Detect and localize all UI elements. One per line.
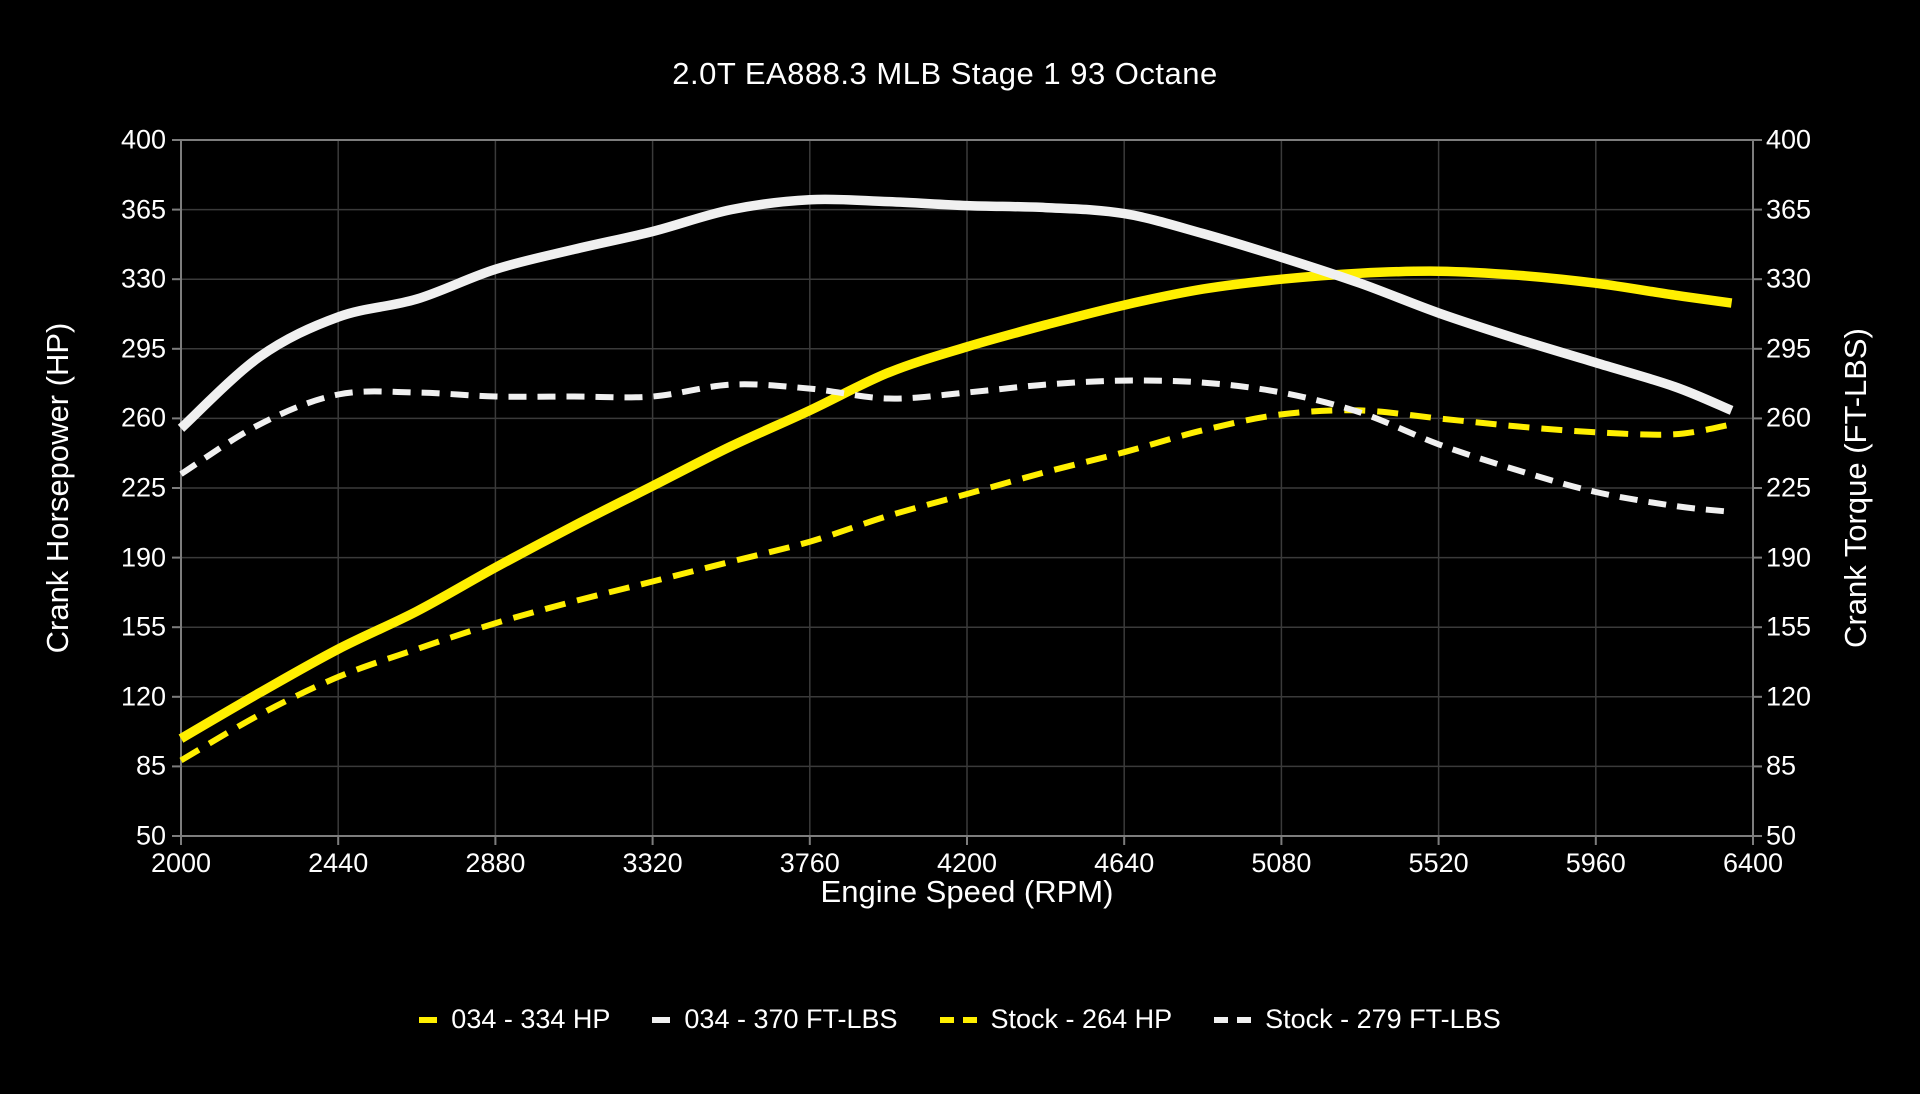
legend-item-stock-torque: Stock - 279 FT-LBS: [1214, 1004, 1501, 1035]
legend-line-segment: [939, 1016, 954, 1023]
right-y-tick-label: 330: [1766, 263, 1812, 294]
series-curve-1: [177, 194, 1734, 432]
legend-label: Stock - 264 HP: [990, 1004, 1173, 1034]
series-curve-2: [179, 407, 1733, 763]
legend-line-segment: [962, 1016, 977, 1023]
x-tick-label: 6400: [1722, 848, 1784, 878]
legend-label: 034 - 370 FT-LBS: [684, 1004, 898, 1034]
x-tick-label: 5520: [1408, 848, 1469, 878]
x-axis-label: Engine Speed (RPM): [820, 874, 1114, 909]
legend-line-segment: [1237, 1016, 1252, 1023]
right-y-tick-label: 50: [1766, 820, 1797, 851]
right-y-tick-label: 155: [1766, 611, 1812, 642]
left-y-tick-label: 85: [135, 750, 166, 781]
left-y-tick-label: 225: [120, 472, 166, 503]
left-y-tick-label: 400: [120, 124, 166, 155]
left-y-axis-label: Crank Horsepower (HP): [40, 322, 75, 654]
x-tick-label: 4640: [1094, 848, 1155, 878]
legend-line-segment: [1214, 1016, 1229, 1023]
left-y-tick-label: 190: [120, 542, 166, 573]
legend-item-stock-hp: Stock - 264 HP: [939, 1004, 1173, 1035]
legend-label: 034 - 334 HP: [451, 1004, 611, 1034]
right-y-tick-label: 400: [1766, 124, 1812, 155]
left-y-tick-label: 260: [120, 402, 166, 433]
legend-swatch-solid-yellow: [419, 1016, 438, 1023]
legend-swatch-dashed-white: [1214, 1016, 1252, 1023]
x-tick-label: 2880: [465, 848, 526, 878]
legend-item-034-torque: 034 - 370 FT-LBS: [652, 1004, 898, 1035]
legend-line-segment: [652, 1016, 671, 1023]
right-y-tick-label: 365: [1766, 194, 1812, 225]
right-y-tick-label: 120: [1766, 681, 1812, 712]
right-y-tick-label: 260: [1766, 402, 1812, 433]
series-curve-0: [178, 266, 1733, 743]
x-tick-label: 5960: [1565, 848, 1626, 878]
x-tick-label: 3760: [779, 848, 840, 878]
x-tick-label: 5080: [1251, 848, 1312, 878]
left-y-tick-label: 120: [120, 681, 166, 712]
legend-line-segment: [419, 1016, 438, 1023]
legend-label: Stock - 279 FT-LBS: [1265, 1004, 1501, 1034]
left-y-tick-label: 50: [135, 820, 166, 851]
right-y-tick-label: 85: [1766, 750, 1797, 781]
x-tick-label: 2440: [308, 848, 369, 878]
x-tick-label: 3320: [622, 848, 683, 878]
left-y-tick-label: 295: [120, 333, 166, 364]
right-y-tick-label: 225: [1766, 472, 1812, 503]
x-tick-label: 2000: [150, 848, 212, 878]
legend-swatch-solid-white: [652, 1016, 671, 1023]
left-y-tick-label: 365: [120, 194, 166, 225]
left-y-tick-label: 330: [120, 263, 166, 294]
legend-item-034-hp: 034 - 334 HP: [419, 1004, 610, 1035]
x-tick-label: 4200: [936, 848, 998, 878]
right-y-tick-label: 295: [1766, 333, 1812, 364]
series-curve-3: [179, 377, 1732, 515]
right-y-axis-label: Crank Torque (FT-LBS): [1838, 328, 1873, 648]
legend-swatch-dashed-yellow: [939, 1016, 977, 1023]
left-y-tick-label: 155: [120, 611, 166, 642]
chart-title: 2.0T EA888.3 MLB Stage 1 93 Octane: [672, 56, 1218, 91]
right-y-tick-label: 190: [1766, 542, 1812, 573]
chart-legend: 034 - 334 HP 034 - 370 FT-LBS Stock - 26…: [0, 1004, 1920, 1035]
